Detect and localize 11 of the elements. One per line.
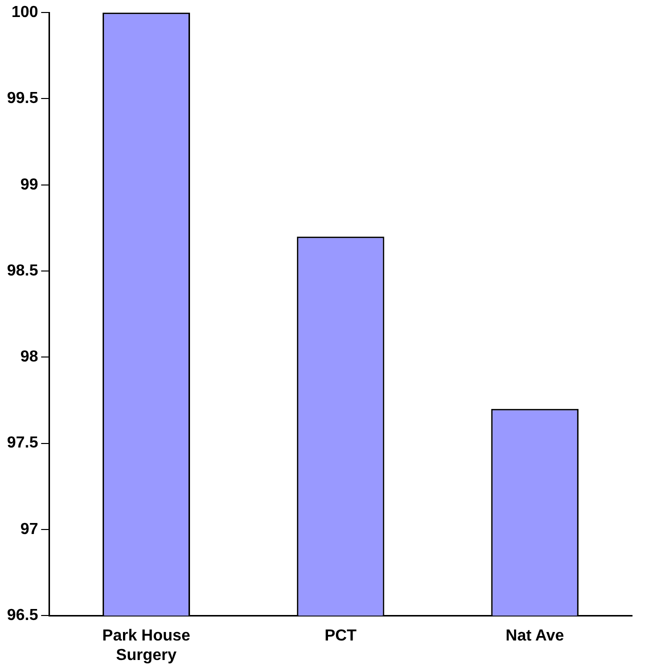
y-tick-label: 96.5 (7, 607, 38, 624)
y-tick-label: 99.5 (7, 90, 38, 108)
y-tick-label: 98.5 (7, 262, 38, 280)
y-tick-label: 98 (20, 348, 38, 366)
y-tick-label: 100 (11, 4, 38, 22)
x-tick-label: PCT (324, 628, 357, 645)
x-tick-label: Park House Surgery (102, 628, 190, 664)
x-tick-label: Nat Ave (506, 628, 564, 645)
y-tick-label: 99 (20, 176, 38, 194)
y-tick-label: 97 (20, 520, 38, 538)
y-tick-label: 97.5 (7, 434, 38, 452)
